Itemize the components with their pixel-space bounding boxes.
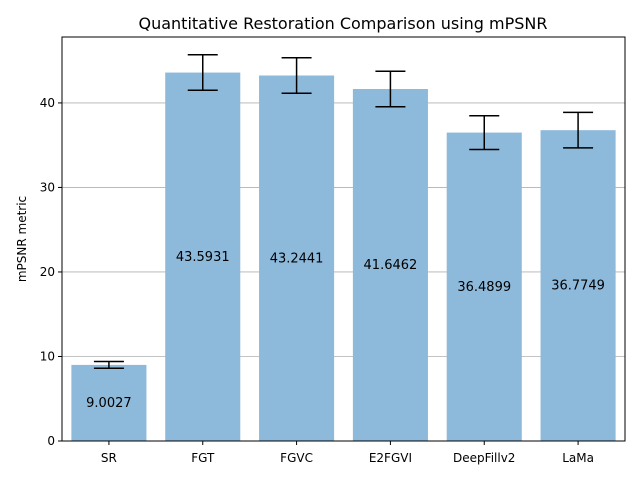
- data-labels: 9.0027 43.5931 43.2441 41.6462 36.4899 36.774…: [86, 250, 605, 411]
- x-axis-ticks: SR FGT FGVC E2FGVI DeepFillv2 LaMa: [101, 441, 594, 465]
- y-axis-label: mPSNR metric: [15, 196, 29, 282]
- data-label: 43.2441: [270, 251, 324, 266]
- x-tick-label: E2FGVI: [369, 451, 412, 465]
- x-tick-label: DeepFillv2: [453, 451, 515, 465]
- x-tick-label: FGVC: [280, 451, 313, 465]
- plot-frame: [61, 36, 626, 442]
- chart-title: Quantitative Restoration Comparison usin…: [138, 14, 547, 33]
- data-label: 41.6462: [364, 258, 418, 273]
- x-tick-label: SR: [101, 451, 117, 465]
- bar: [352, 89, 428, 441]
- y-tick-label: 0: [47, 434, 55, 448]
- y-tick-label: 40: [40, 96, 55, 110]
- x-tick-label: LaMa: [562, 451, 594, 465]
- bars: [71, 72, 616, 442]
- data-label: 9.0027: [86, 396, 132, 411]
- y-tick-label: 20: [40, 265, 55, 279]
- y-tick-label: 10: [40, 349, 55, 363]
- y-axis-ticks: 0 10 20 30 40: [40, 96, 62, 448]
- data-label: 43.5931: [176, 250, 230, 265]
- error-bars: [93, 54, 594, 370]
- bar: [71, 364, 147, 441]
- grid-lines: [62, 102, 625, 357]
- x-tick-label: FGT: [191, 451, 215, 465]
- data-label: 36.7749: [551, 279, 605, 294]
- bar: [165, 72, 241, 442]
- bar: [259, 75, 335, 442]
- bar: [446, 132, 522, 441]
- y-tick-label: 30: [40, 180, 55, 194]
- bar: [540, 130, 616, 441]
- data-label: 36.4899: [457, 280, 511, 295]
